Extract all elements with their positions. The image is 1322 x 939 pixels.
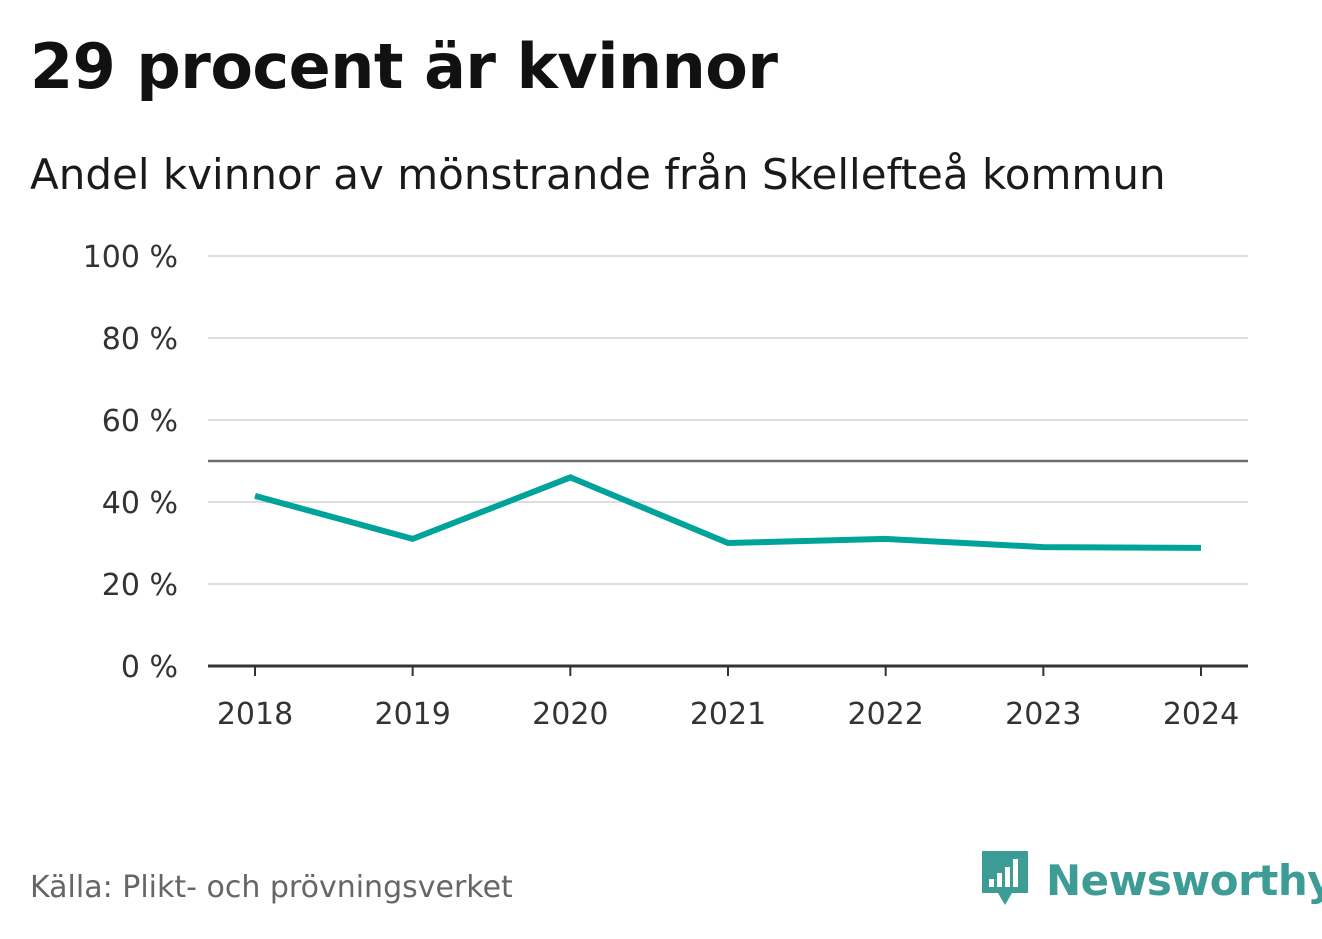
y-tick-label: 80 %	[102, 322, 178, 357]
series-line	[254, 474, 1202, 551]
y-tick-label: 40 %	[102, 486, 178, 521]
y-tick-label: 100 %	[83, 240, 178, 275]
y-tick-label: 0 %	[121, 650, 178, 685]
x-axis	[208, 664, 1248, 676]
x-tick-label: 2022	[847, 697, 923, 732]
gridlines	[208, 255, 1248, 585]
y-tick-label: 60 %	[102, 404, 178, 439]
x-tick-label: 2023	[1005, 697, 1081, 732]
chart-title: 29 procent är kvinnor	[30, 30, 778, 103]
x-tick-label: 2018	[217, 697, 293, 732]
chart-subtitle: Andel kvinnor av mönstrande från Skellef…	[30, 150, 1166, 199]
brand-logo[interactable]: Newsworthy	[980, 848, 1322, 912]
brand-name: Newsworthy	[1046, 855, 1322, 905]
x-tick-label: 2019	[374, 697, 450, 732]
y-axis-labels: 0 % 20 % 40 % 60 % 80 % 100 %	[83, 240, 178, 685]
source-note: Källa: Plikt- och prövningsverket	[30, 870, 513, 905]
newsworthy-logo-icon	[982, 851, 1028, 905]
series-group	[254, 474, 1202, 551]
x-tick-label: 2021	[690, 697, 766, 732]
x-axis-labels: 2018 2019 2020 2021 2022 2023 2024	[217, 697, 1239, 732]
y-tick-label: 20 %	[102, 568, 178, 603]
x-tick-label: 2020	[532, 697, 608, 732]
x-tick-label: 2024	[1163, 697, 1239, 732]
